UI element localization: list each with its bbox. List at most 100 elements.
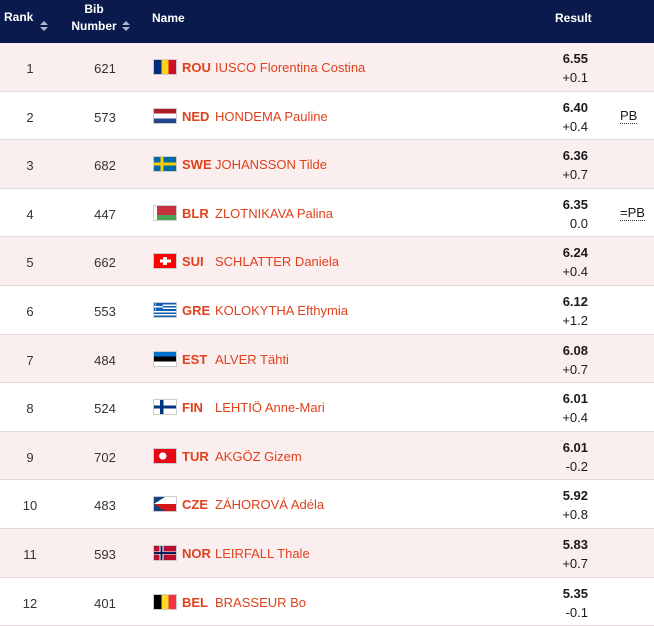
athlete-name-link[interactable]: BRASSEUR Bo (215, 594, 307, 610)
result-mark: 5.92 (562, 488, 588, 504)
result-mark: 5.35 (562, 585, 588, 601)
country-code-link[interactable]: FIN (182, 400, 203, 416)
result-mark: 6.55 (562, 51, 588, 66)
bib-header-line2: Number (71, 19, 117, 33)
bib-cell: 483 (94, 498, 116, 514)
rank-cell: 5 (26, 255, 34, 271)
norway-flag-icon (153, 544, 177, 561)
wind-reading: +1.2 (562, 312, 588, 328)
athlete-name-link[interactable]: SCHLATTER Daniela (215, 254, 340, 270)
table-row: 7 484 EST ALVER Tähti 6.08 +0.7 (0, 334, 654, 384)
bib-cell: 662 (94, 255, 116, 271)
table-row: 3 682 SWE JOHANSSON Tilde 6.36 +0.7 (0, 140, 654, 189)
name-column-header: Name (152, 11, 185, 25)
country-code-link[interactable]: SWE (182, 157, 212, 173)
table-body: 1 621 ROU IUSCO Florentina Costina 6.55 +0.1 2… (0, 43, 654, 626)
bib-cell: 621 (94, 61, 116, 76)
bib-cell: 524 (94, 401, 116, 417)
wind-reading: +0.4 (562, 410, 588, 426)
country-code-link[interactable]: SUI (182, 254, 204, 270)
result-mark: 6.12 (562, 293, 588, 309)
athlete-name-link[interactable]: ZÁHOROVÁ Adéla (215, 497, 325, 513)
result-mark: 6.08 (562, 342, 588, 358)
sort-arrows-icon[interactable] (40, 21, 48, 31)
athlete-name-link[interactable]: ZLOTNIKAVA Palina (215, 205, 334, 221)
bib-cell: 484 (94, 352, 116, 368)
record-badge: =PB (620, 204, 645, 221)
rank-cell: 2 (26, 109, 34, 125)
romania-flag-icon (153, 59, 177, 75)
netherlands-flag-icon (153, 107, 177, 124)
athlete-name-link[interactable]: KOLOKYTHA Efthymia (215, 302, 348, 318)
table-row: 11 593 NOR LEIRFALL Thale 5.83 +0.7 (0, 528, 654, 578)
result-mark: 5.83 (562, 536, 588, 552)
wind-reading: +0.7 (562, 361, 588, 377)
country-code-link[interactable]: EST (182, 351, 208, 367)
country-code-link[interactable]: NED (182, 108, 210, 124)
country-code-link[interactable]: GRE (182, 302, 211, 318)
rank-cell: 8 (26, 401, 34, 417)
sort-arrows-icon[interactable] (122, 21, 130, 31)
rank-cell: 1 (26, 61, 34, 76)
athlete-name-link[interactable]: ALVER Tähti (215, 351, 289, 367)
bib-cell: 593 (94, 546, 116, 562)
result-mark: 6.40 (562, 99, 588, 115)
bib-cell: 702 (94, 449, 116, 465)
result-mark: 6.01 (562, 439, 588, 455)
bib-cell: 682 (94, 158, 116, 174)
bib-header-line1: Bib (84, 2, 104, 16)
rank-cell: 11 (23, 546, 37, 562)
wind-reading: 0.0 (569, 215, 588, 231)
athlete-name-link[interactable]: LEHTIÖ Anne-Mari (215, 400, 325, 416)
belarus-flag-icon (153, 204, 177, 221)
rank-column-header[interactable]: Rank (4, 10, 34, 24)
turkey-flag-icon (153, 447, 177, 464)
athlete-name-link[interactable]: HONDEMA Pauline (215, 108, 328, 124)
result-mark: 6.24 (562, 245, 588, 261)
bib-column-header[interactable]: Bib Number (68, 1, 120, 35)
rank-cell: 3 (26, 158, 34, 174)
table-row: 6 553 GRE KOLOKYTHA Efthymia 6.12 +1.2 (0, 285, 654, 335)
czechia-flag-icon (153, 496, 177, 513)
belgium-flag-icon (153, 593, 177, 610)
country-code-link[interactable]: BLR (182, 205, 209, 221)
rank-cell: 10 (22, 498, 38, 514)
country-code-link[interactable]: BEL (182, 594, 208, 610)
bib-cell: 553 (94, 303, 116, 319)
wind-reading: -0.1 (565, 604, 588, 620)
wind-reading: +0.4 (562, 118, 588, 134)
table-row: 9 702 TUR AKGÖZ Gizem 6.01 -0.2 (0, 431, 654, 481)
table-row: 5 662 SUI SCHLATTER Daniela 6.24 +0.4 (0, 237, 654, 286)
athlete-name-link[interactable]: IUSCO Florentina Costina (215, 60, 366, 75)
result-mark: 6.36 (562, 148, 588, 164)
table-header: Rank Bib Number Name Result (0, 0, 654, 43)
switzerland-flag-icon (153, 253, 177, 270)
table-row: 8 524 FIN LEHTIÖ Anne-Mari 6.01 +0.4 (0, 383, 654, 432)
record-badge: PB (620, 107, 638, 124)
country-code-link[interactable]: CZE (182, 497, 208, 513)
athlete-name-link[interactable]: JOHANSSON Tilde (215, 157, 327, 173)
result-mark: 6.35 (562, 196, 588, 212)
country-code-link[interactable]: TUR (182, 448, 209, 464)
estonia-flag-icon (153, 350, 177, 367)
greece-flag-icon (153, 301, 177, 318)
rank-cell: 7 (26, 352, 34, 368)
wind-reading: +0.7 (562, 555, 588, 571)
table-row: 2 573 NED HONDEMA Pauline 6.40 +0.4 PB (0, 91, 654, 141)
table-row: 12 401 BEL BRASSEUR Bo 5.35 -0.1 (0, 577, 654, 626)
rank-cell: 4 (26, 206, 34, 222)
wind-reading: +0.1 (562, 70, 588, 85)
athlete-name-link[interactable]: AKGÖZ Gizem (215, 448, 302, 464)
wind-reading: +0.7 (562, 167, 588, 183)
athlete-name-link[interactable]: LEIRFALL Thale (215, 545, 310, 561)
finland-flag-icon (153, 399, 177, 416)
bib-cell: 401 (94, 595, 116, 611)
wind-reading: -0.2 (565, 458, 588, 474)
rank-cell: 6 (26, 303, 34, 319)
country-code-link[interactable]: NOR (182, 545, 211, 561)
bib-cell: 447 (94, 206, 116, 222)
country-code-link[interactable]: ROU (182, 60, 211, 75)
wind-reading: +0.4 (562, 264, 588, 280)
table-row: 4 447 BLR ZLOTNIKAVA Palina 6.35 0.0 =PB (0, 188, 654, 238)
